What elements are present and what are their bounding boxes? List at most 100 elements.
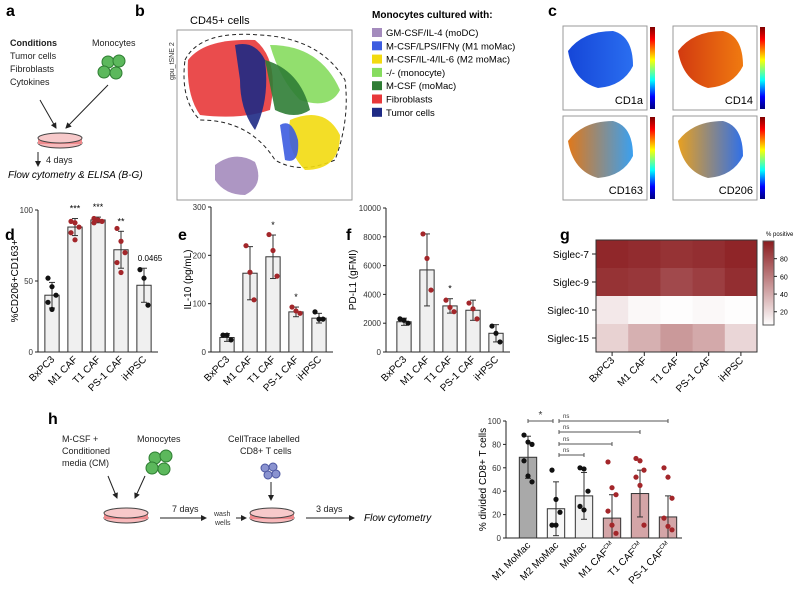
legend-swatch — [372, 107, 382, 117]
data-point — [553, 496, 559, 502]
data-point — [228, 337, 234, 343]
condition-item: Fibroblasts — [10, 64, 55, 74]
data-point — [91, 215, 97, 222]
heatmap-cell — [660, 268, 694, 297]
data-point — [443, 297, 449, 303]
colorbar — [760, 27, 765, 109]
column-label: M1 CAF — [616, 355, 650, 389]
legend-swatch — [372, 54, 382, 64]
marker-label: CD163 — [609, 185, 643, 197]
data-point — [581, 507, 587, 513]
data-point — [397, 316, 403, 322]
data-point — [266, 231, 272, 238]
data-point — [91, 220, 97, 226]
legend-label: Fibroblasts — [386, 95, 433, 106]
bar — [90, 219, 106, 353]
tsne-density — [568, 121, 633, 178]
cm-label: Conditioned — [62, 446, 110, 456]
y-tick-label: 0 — [377, 348, 382, 357]
significance-label: * — [448, 284, 452, 294]
monocyte-cells-icon — [145, 449, 173, 476]
colorbar — [762, 240, 775, 326]
significance-label: ** — [117, 216, 125, 226]
data-point — [641, 467, 647, 473]
data-point — [609, 485, 615, 491]
data-point — [665, 474, 671, 480]
column-label: BxPC3 — [587, 355, 617, 385]
data-point — [613, 530, 619, 536]
y-axis-label: %CD206+CD163+ — [10, 239, 21, 322]
legend-label: Tumor cells — [386, 108, 435, 119]
data-point — [76, 224, 82, 230]
panel-b: b CD45+ cells gpu_tSNE 2 Monocytes cultu… — [135, 3, 515, 201]
comparison-label: ns — [563, 414, 569, 420]
data-point — [53, 292, 59, 298]
heatmap-cell — [596, 268, 629, 297]
data-point — [577, 503, 583, 510]
data-point — [474, 316, 480, 322]
data-point — [274, 273, 280, 279]
data-point — [428, 287, 434, 293]
data-point — [118, 238, 124, 244]
data-point — [243, 243, 249, 249]
tsne-scatter — [183, 33, 347, 195]
comparison-label: ns — [563, 448, 569, 454]
tsne-cluster — [270, 45, 340, 104]
heatmap-cell — [628, 240, 661, 269]
data-point — [247, 269, 253, 275]
y-tick-label: 80 — [492, 440, 501, 449]
superscript: CM — [631, 540, 642, 551]
data-point — [613, 492, 619, 498]
data-point — [141, 275, 147, 281]
y-tick-label: 100 — [20, 206, 34, 215]
days-label: 7 days — [172, 504, 199, 514]
heatmap-cell — [596, 324, 629, 353]
data-point — [251, 297, 257, 303]
marker-label: CD1a — [615, 95, 644, 107]
panel-label-c: c — [548, 3, 557, 20]
y-axis-label: % divided CD8+ T cells — [478, 428, 489, 531]
row-label: Siglec-7 — [553, 250, 590, 261]
data-point — [114, 259, 120, 266]
heatmap-cell — [692, 240, 726, 269]
data-point — [641, 522, 647, 528]
data-point — [118, 269, 124, 276]
heatmap-cell — [660, 296, 694, 325]
y-tick-label: 100 — [488, 417, 502, 426]
data-point — [470, 306, 476, 312]
panel-label-g: g — [560, 227, 570, 244]
monocyte-cells-icon — [97, 54, 126, 80]
data-point — [68, 230, 74, 236]
data-point — [122, 250, 128, 256]
heatmap-cell — [724, 324, 758, 353]
tsne-title: CD45+ cells — [190, 15, 250, 27]
heatmap-cell — [628, 268, 661, 297]
heatmap-cell — [724, 268, 758, 297]
y-tick-label: 8000 — [363, 233, 381, 242]
colorbar-label: % positive — [766, 232, 794, 238]
heatmap-cell — [724, 296, 758, 325]
colorbar-tick-label: 20 — [780, 310, 788, 317]
heatmap-cell — [596, 240, 629, 269]
comparison-label: ns — [563, 425, 569, 431]
petri-dish-icon — [37, 132, 83, 149]
column-label: iHPSC — [717, 355, 746, 384]
wash-label: wash — [213, 511, 230, 518]
heatmap-cell — [596, 296, 629, 325]
panel-label-a: a — [6, 3, 15, 20]
y-tick-label: 4000 — [363, 290, 381, 299]
data-point — [581, 466, 587, 472]
tcells-label: CellTrace labelled — [228, 434, 300, 444]
panel-label-e: e — [178, 227, 187, 244]
legend-swatch — [372, 28, 382, 37]
data-point — [424, 255, 430, 261]
panel-label-f: f — [346, 227, 352, 244]
data-point — [525, 473, 531, 479]
significance-label: 0.0465 — [138, 254, 163, 263]
heatmap-cell — [692, 296, 726, 325]
y-tick-label: 200 — [193, 251, 207, 260]
legend-label: -/- (monocyte) — [386, 68, 445, 79]
legend-swatch — [372, 81, 382, 91]
row-label: Siglec-9 — [553, 278, 590, 289]
